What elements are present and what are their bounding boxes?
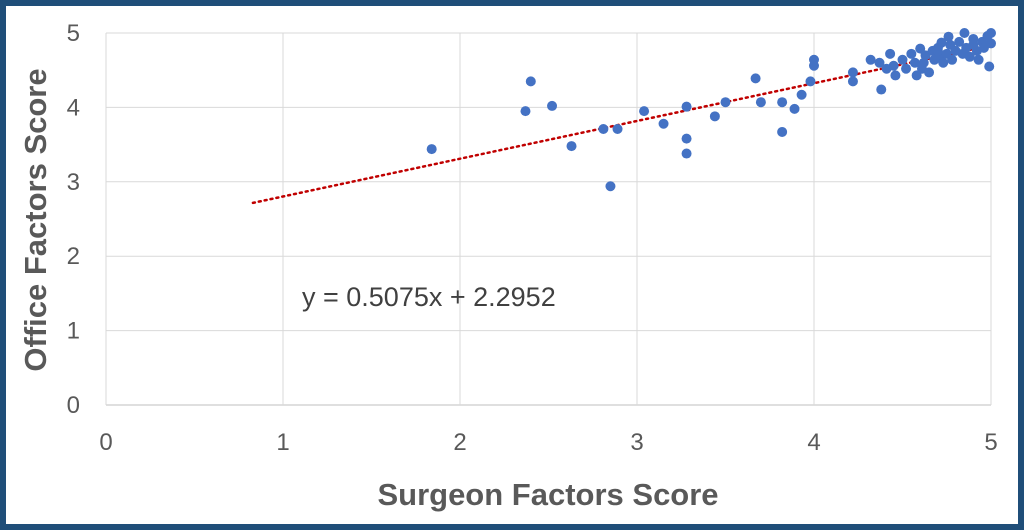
x-tick-label: 1 <box>276 429 289 456</box>
data-point <box>918 57 929 68</box>
data-point <box>639 106 650 117</box>
data-point <box>847 67 858 78</box>
data-point <box>885 48 896 59</box>
data-point <box>986 38 996 49</box>
data-point <box>566 141 577 152</box>
data-point <box>897 54 908 65</box>
trendline-equation: y = 0.5075x + 2.2952 <box>302 282 556 312</box>
data-point <box>890 70 901 81</box>
y-tick-label: 2 <box>67 243 80 270</box>
data-point <box>809 54 819 65</box>
data-point <box>964 51 975 62</box>
trendline-group <box>251 44 993 205</box>
y-tick-label: 5 <box>67 20 80 47</box>
data-point <box>865 54 876 65</box>
trendline <box>251 44 993 205</box>
y-tick-label: 4 <box>67 94 80 121</box>
y-tick-label: 0 <box>67 392 80 419</box>
x-tick-label: 5 <box>984 429 997 456</box>
data-point <box>968 39 979 50</box>
data-point <box>932 45 943 56</box>
y-tick-label: 1 <box>67 318 80 345</box>
tick-labels: 0 1 2 3 4 5 0 1 2 3 4 5 <box>67 20 998 456</box>
data-point <box>777 97 788 108</box>
data-point <box>520 106 531 117</box>
data-point <box>598 123 609 134</box>
data-point <box>720 97 731 108</box>
data-point <box>681 101 692 112</box>
x-axis-title: Surgeon Factors Score <box>377 477 718 512</box>
data-point <box>911 70 922 81</box>
data-points <box>426 28 996 192</box>
y-axis-title: Office Factors Score <box>18 68 53 371</box>
data-point <box>658 118 669 129</box>
y-tick-label: 3 <box>67 169 80 196</box>
data-point <box>924 67 935 78</box>
data-point <box>874 57 885 68</box>
data-point <box>943 31 954 42</box>
data-point <box>936 37 947 48</box>
data-point <box>906 48 917 59</box>
data-point <box>789 103 800 114</box>
data-point <box>986 28 996 38</box>
data-point <box>547 100 558 111</box>
grid-lines <box>105 32 992 406</box>
data-point <box>796 89 807 100</box>
data-point <box>681 133 692 144</box>
data-point <box>847 76 858 87</box>
x-tick-label: 2 <box>453 429 466 456</box>
data-point <box>938 57 949 68</box>
data-point <box>525 76 536 87</box>
data-point <box>888 60 899 71</box>
data-point <box>612 123 623 134</box>
data-point <box>984 61 995 72</box>
x-tick-label: 0 <box>99 429 112 456</box>
data-point <box>954 36 965 47</box>
data-point <box>750 73 761 84</box>
data-point <box>876 84 887 95</box>
data-point <box>681 148 692 159</box>
data-point <box>959 28 970 38</box>
data-point <box>915 43 926 54</box>
data-point <box>777 126 788 137</box>
data-point <box>709 111 720 122</box>
data-point <box>909 57 920 68</box>
data-point <box>805 76 816 87</box>
x-tick-label: 4 <box>807 429 820 456</box>
data-point <box>426 144 437 155</box>
data-point <box>901 63 912 74</box>
data-point <box>605 181 616 192</box>
data-point <box>755 97 766 108</box>
x-tick-label: 3 <box>630 429 643 456</box>
data-point <box>947 54 958 65</box>
data-point <box>973 54 984 65</box>
